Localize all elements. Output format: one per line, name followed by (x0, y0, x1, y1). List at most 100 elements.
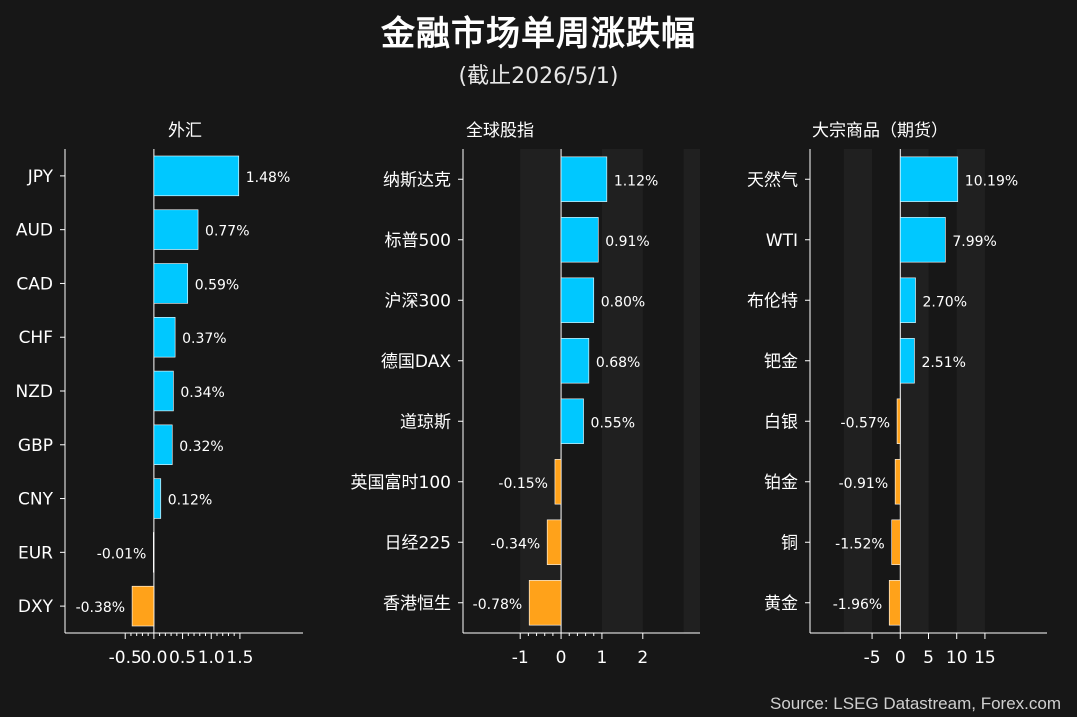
bar-DXY (131, 585, 155, 627)
category-label: 纳斯达克 (383, 170, 451, 190)
bar-道琼斯 (560, 398, 584, 444)
band-1 (601, 149, 643, 633)
value-label: -0.01% (97, 546, 147, 562)
value-label: 0.55% (591, 415, 635, 431)
x-tick-label: 10 (946, 648, 968, 668)
category-label: 德国DAX (381, 352, 451, 372)
bar-钯金 (899, 338, 915, 384)
category-label: CHF (19, 328, 53, 348)
band-2 (956, 149, 985, 633)
bar-GBP (153, 424, 173, 465)
bar-纳斯达克 (560, 156, 608, 202)
category-label: 英国富时100 (351, 473, 451, 493)
category-label: 白银 (764, 412, 798, 432)
category-label: 钯金 (764, 352, 798, 372)
x-tick-label: -1 (512, 648, 529, 668)
x-tick-label: 0 (895, 648, 906, 668)
bar-JPY (153, 155, 240, 197)
value-label: 0.34% (180, 385, 224, 401)
bar-铂金 (894, 459, 901, 505)
category-label: 日经225 (385, 533, 451, 553)
value-label: -0.57% (841, 415, 891, 431)
panel-title: 外汇 (168, 121, 202, 141)
band-0 (843, 149, 873, 633)
value-label: 0.91% (605, 234, 649, 250)
value-label: 2.70% (923, 294, 967, 310)
bar-CAD (153, 263, 189, 304)
value-label: -0.38% (76, 600, 126, 616)
category-label: JPY (27, 167, 54, 187)
value-label: 0.68% (596, 355, 640, 371)
panel-title: 全球股指 (466, 121, 534, 141)
x-tick-label: 1.5 (226, 648, 253, 668)
category-label: 黄金 (764, 594, 798, 614)
bar-香港恒生 (528, 580, 562, 626)
value-label: -1.52% (835, 536, 885, 552)
bar-CNY (153, 478, 162, 519)
value-label: 7.99% (952, 234, 996, 250)
value-label: 2.51% (921, 355, 965, 371)
bar-沪深300 (560, 277, 595, 323)
value-label: 0.80% (601, 294, 645, 310)
value-label: 0.77% (205, 224, 249, 240)
value-label: 0.32% (179, 439, 223, 455)
category-label: EUR (18, 543, 53, 563)
panel-title: 大宗商品（期货） (812, 121, 948, 141)
bar-AUD (153, 209, 199, 250)
value-label: 10.19% (965, 173, 1018, 189)
chart-panel-2: 全球股指 -1 0 1 2 纳斯达克 1.12% 标普500 0.91% 沪深300 0.80% 德国… (351, 121, 700, 668)
bar-NZD (153, 370, 174, 412)
x-tick-label: 1 (597, 648, 608, 668)
category-label: AUD (16, 221, 53, 241)
x-tick-label: 2 (637, 648, 648, 668)
value-label: 0.59% (195, 277, 239, 293)
category-label: CNY (18, 490, 54, 510)
source-note: Source: LSEG Datastream, Forex.com (770, 694, 1061, 713)
category-label: 香港恒生 (383, 594, 451, 614)
chart-panel-3: 大宗商品（期货） -5 0 5 10 15 天然气 10.19% WTI 7.99% 布伦特 2.70… (747, 121, 1047, 668)
bar-天然气 (899, 156, 959, 202)
chart-panel-1: 外汇 -0.50.0 0.5 1.0 1.5 JPY 1.48% AUD 0.77% CAD 0.5… (16, 121, 303, 668)
x-tick-label: 15 (974, 648, 996, 668)
figure-subtitle: (截止2026/5/1) (458, 64, 619, 89)
value-label: -0.91% (839, 476, 889, 492)
category-label: 标普500 (385, 231, 451, 251)
bar-英国富时100 (554, 459, 562, 505)
bar-EUR (153, 532, 155, 573)
x-tick-label: 0.5 (169, 648, 196, 668)
value-label: 0.12% (168, 493, 212, 509)
x-tick-label: 1.0 (198, 648, 225, 668)
category-label: 布伦特 (747, 291, 798, 311)
category-label: GBP (18, 436, 53, 456)
x-tick-label: -0.5 (109, 648, 142, 668)
category-label: CAD (16, 274, 53, 294)
bar-标普500 (560, 217, 599, 263)
value-label: 1.12% (614, 173, 658, 189)
value-label: 0.37% (182, 331, 226, 347)
value-label: -1.96% (833, 597, 883, 613)
bar-日经225 (546, 519, 562, 565)
value-label: -0.15% (498, 476, 548, 492)
bar-CHF (153, 317, 176, 358)
category-label: 道琼斯 (400, 412, 451, 432)
category-label: DXY (18, 597, 54, 617)
category-label: 天然气 (747, 170, 798, 190)
bar-德国DAX (560, 338, 590, 384)
x-tick-label: 0 (556, 648, 567, 668)
x-tick-label: -5 (864, 648, 881, 668)
x-tick-label: 5 (923, 648, 934, 668)
category-label: WTI (766, 231, 798, 251)
bar-铜 (891, 519, 901, 565)
x-tick-label: 0.0 (140, 648, 167, 668)
bar-布伦特 (899, 277, 916, 323)
bar-黄金 (888, 580, 901, 626)
category-label: 铜 (781, 533, 798, 553)
figure-title: 金融市场单周涨跌幅 (381, 14, 696, 54)
category-label: 铂金 (764, 473, 798, 493)
bar-WTI (899, 217, 946, 263)
category-label: NZD (16, 382, 53, 402)
band-2 (683, 149, 700, 633)
value-label: -0.78% (473, 597, 523, 613)
